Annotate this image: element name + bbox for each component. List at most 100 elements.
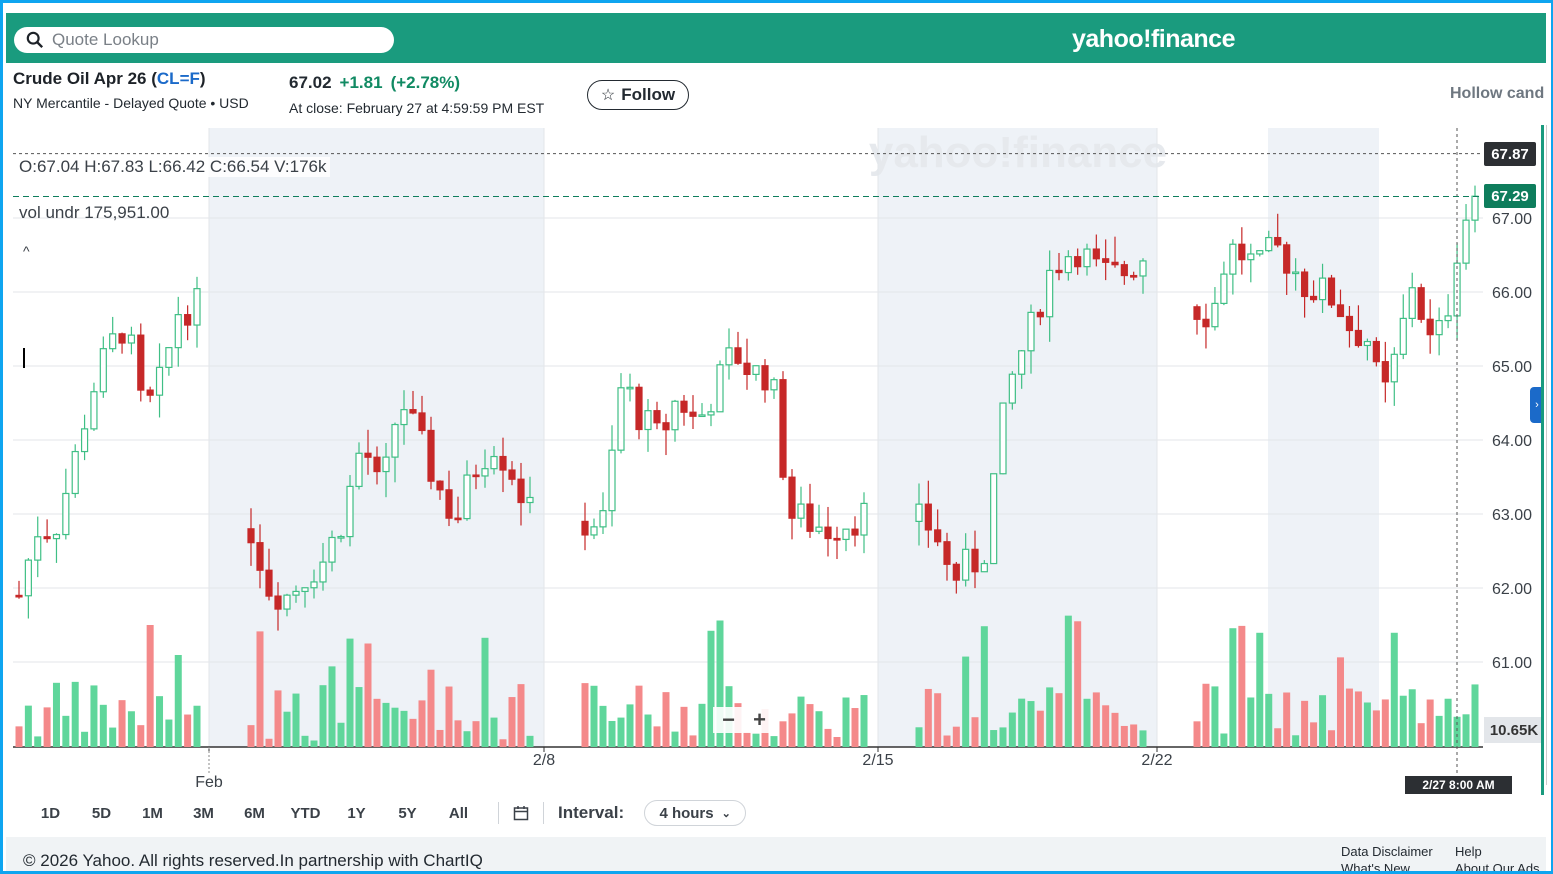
volume-bar	[165, 719, 173, 747]
candle-up	[99, 348, 107, 393]
candle-up	[90, 391, 98, 430]
volume-bar	[653, 726, 661, 747]
candle-down	[472, 474, 480, 478]
candle-up	[301, 587, 309, 593]
candle-up	[80, 428, 89, 453]
right-rail	[1541, 125, 1544, 795]
volume-bar	[1399, 695, 1407, 747]
star-icon: ☆	[600, 87, 616, 104]
interval-select[interactable]: 4 hours ⌄	[644, 800, 747, 826]
candle-down	[247, 528, 255, 544]
volume-bar	[137, 725, 145, 747]
crosshair-price-badge: 67.87	[1484, 142, 1536, 166]
volume-bar	[980, 626, 988, 747]
chart-style-selector[interactable]: Hollow cand	[1450, 85, 1545, 102]
volume-bar	[1390, 632, 1398, 747]
volume-bar	[71, 681, 79, 747]
follow-button[interactable]: ☆ Follow	[587, 80, 689, 110]
period-6m[interactable]: 6M	[244, 804, 265, 822]
candle-up	[34, 536, 42, 561]
candle-up	[174, 314, 182, 349]
candle-down	[761, 365, 769, 391]
link-help[interactable]: Help	[1455, 844, 1482, 859]
period-5y[interactable]: 5Y	[398, 804, 417, 822]
period-all[interactable]: All	[448, 804, 469, 822]
period-3m[interactable]: 3M	[193, 804, 214, 822]
period-1m[interactable]: 1M	[142, 804, 163, 822]
quote-symbol[interactable]: CL=F	[156, 69, 200, 88]
quote-name: Crude Oil Apr 26 (	[13, 69, 157, 88]
candle-up	[1256, 250, 1264, 255]
volume-bar	[770, 736, 778, 747]
volume-bar	[851, 708, 859, 747]
volume-bar	[436, 729, 444, 747]
calendar-icon[interactable]	[513, 805, 529, 821]
volume-bar	[15, 726, 23, 747]
candle-down	[734, 347, 742, 364]
volume-bar	[824, 728, 832, 747]
volume-bar	[707, 630, 715, 747]
volume-bar	[590, 685, 598, 747]
link-data-disclaimer[interactable]: Data Disclaimer	[1341, 844, 1433, 859]
zoom-controls: − +	[713, 707, 775, 733]
candle-up	[1292, 271, 1300, 275]
candle-down	[1345, 315, 1354, 332]
volume-bar	[1083, 698, 1091, 747]
volume-bar	[454, 720, 462, 747]
volume-bar	[109, 727, 117, 747]
volume-bar	[265, 738, 273, 747]
zoom-out-button[interactable]: −	[722, 707, 735, 732]
volume-bar	[934, 693, 942, 747]
period-ytd[interactable]: YTD	[290, 804, 321, 822]
volume-bar	[1426, 699, 1434, 747]
candle-down	[1274, 236, 1282, 246]
volume-bar	[1027, 701, 1035, 747]
candle-down	[653, 410, 661, 424]
candle-up	[698, 414, 706, 418]
weekend-band	[878, 128, 1157, 747]
link-about-ads[interactable]: About Our Ads	[1455, 861, 1540, 874]
volume-bar	[581, 683, 589, 747]
period-5d[interactable]: 5D	[91, 804, 112, 822]
volume-bar	[797, 696, 805, 747]
candle-down	[971, 548, 979, 573]
candle-up	[1265, 236, 1273, 252]
candle-down	[824, 526, 832, 540]
price-chart[interactable]: yahoo!finance 61.00 62.00 63.00 64.00 65.00 66…	[3, 123, 1546, 803]
candle-up	[1435, 319, 1443, 336]
volume-bar	[1435, 715, 1443, 747]
yahoo-finance-logo[interactable]: yahoo!finance	[1072, 25, 1235, 53]
candle-up	[1247, 253, 1255, 261]
candle-down	[508, 469, 516, 480]
candle-up	[608, 449, 616, 512]
volume-bar	[599, 705, 607, 747]
zoom-in-button[interactable]: +	[753, 707, 766, 732]
collapse-icon[interactable]: ^	[23, 243, 30, 259]
candle-up	[725, 347, 733, 366]
x-tick-label: 2/8	[533, 752, 555, 769]
expand-panel-tab[interactable]: ›	[1530, 387, 1544, 423]
price-block: 67.02 +1.81 (+2.78%) At close: February 27…	[289, 73, 544, 116]
candle-down	[373, 456, 381, 473]
link-whats-new[interactable]: What's New	[1341, 861, 1410, 874]
volume-study-label[interactable]: vol undr 175,951.00	[19, 203, 170, 222]
volume-bar	[247, 725, 255, 747]
volume-bar	[1444, 698, 1452, 747]
volume-bar	[382, 702, 390, 747]
volume-bar	[1102, 705, 1110, 747]
candle-down	[256, 542, 264, 571]
volume-bar	[943, 735, 951, 747]
right-edge	[1546, 125, 1551, 785]
candle-up	[644, 410, 652, 431]
interval-value: 4 hours	[659, 804, 714, 822]
period-1y[interactable]: 1Y	[347, 804, 366, 822]
candle-down	[943, 541, 951, 565]
candle-down	[1417, 287, 1425, 320]
candle-up	[391, 423, 399, 458]
x-tick-label: 2/22	[1141, 752, 1172, 769]
volume-bar	[1211, 686, 1219, 747]
candle-down	[517, 478, 525, 504]
period-1d[interactable]: 1D	[40, 804, 61, 822]
volume-bar	[1202, 683, 1210, 747]
quote-lookup-search[interactable]: Quote Lookup	[14, 27, 394, 53]
